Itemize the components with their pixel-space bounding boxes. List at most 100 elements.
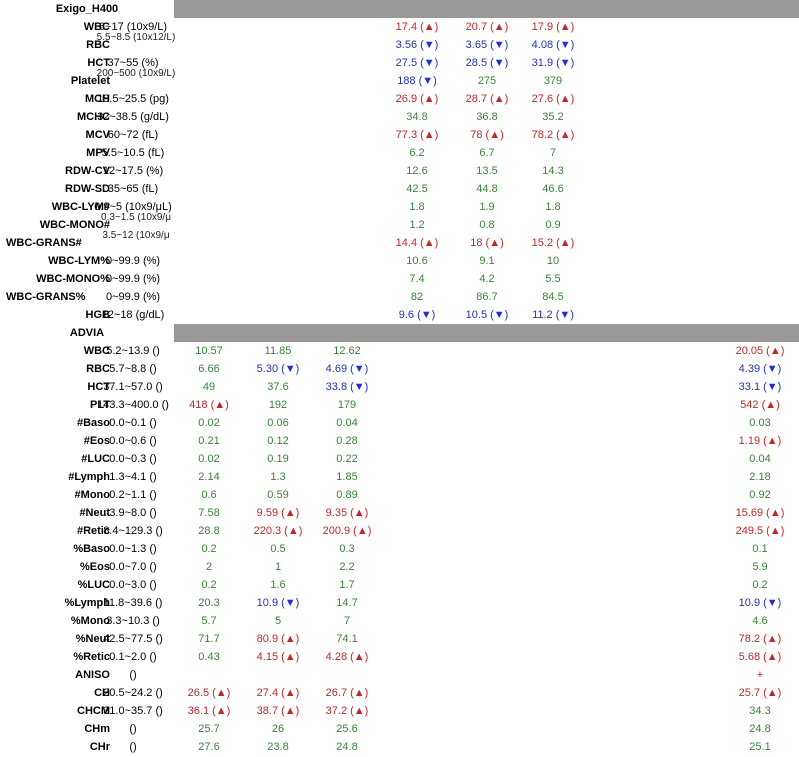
table-row: WBC 5.2~13.9 () 10.57 11.85 12.62 20.05 (▲) [0, 342, 799, 360]
result-value: 11.85 [264, 345, 292, 357]
result-value: 37.6 [267, 381, 289, 393]
reference-range: 3.3~10.3 () [106, 615, 160, 627]
table-row: HCT 37~55 (%) 27.5 (▼) 28.5 (▼) 31.9 (▼) [0, 54, 799, 72]
test-name: %Baso [73, 543, 110, 555]
result-value: 14.7 [336, 597, 358, 609]
table-row: CHm () 25.7 26 25.6 24.8 [0, 720, 799, 738]
reference-range: 0~99.9 (%) [105, 291, 161, 303]
reference-range: 0.0~0.3 () [109, 453, 157, 465]
result-value: 1.3 [270, 471, 286, 483]
table-row: %Retic 0.1~2.0 () 0.43 4.15 (▲) 4.28 (▲) 5.68… [0, 648, 799, 666]
result-value: 24.8 [336, 741, 358, 753]
section-header-bar [174, 0, 799, 18]
table-row: MPV 5.5~10.5 (fL) 6.2 6.7 7 [0, 144, 799, 162]
result-value: 0.2 [752, 579, 768, 591]
result-value: 0.92 [749, 489, 771, 501]
reference-range: 11.8~39.6 () [103, 597, 163, 609]
reference-range: 20.5~24.2 () [103, 687, 163, 699]
result-value: 15.2 (▲) [531, 237, 575, 249]
result-value: 418 (▲) [189, 399, 229, 411]
result-value: 28.7 (▲) [465, 93, 509, 105]
reference-range: 5.7~8.8 () [109, 363, 157, 375]
result-value: 34.3 [749, 705, 771, 717]
result-value: 10.57 [195, 345, 223, 357]
reference-range: 0.9~5 (10x9/μL) [94, 201, 172, 213]
result-value: 9.1 [479, 255, 495, 267]
table-row: #Baso 0.0~0.1 () 0.02 0.06 0.04 0.03 [0, 414, 799, 432]
result-value: 10 [546, 255, 560, 267]
test-name: HGB [85, 309, 110, 321]
table-row: MCH 19.5~25.5 (pg) 26.9 (▲) 28.7 (▲) 27.6 (▲… [0, 90, 799, 108]
result-value: 0.12 [267, 435, 289, 447]
result-value: 0.2 [201, 543, 217, 555]
result-value: 1.8 [409, 201, 425, 213]
reference-range: 37.1~57.0 () [103, 381, 163, 393]
result-value: 0.2 [201, 579, 217, 591]
result-value: 7.4 [409, 273, 425, 285]
reference-range: 19.5~25.5 (pg) [97, 93, 169, 105]
table-row: CH 20.5~24.2 () 26.5 (▲) 27.4 (▲) 26.7 (▲) 25… [0, 684, 799, 702]
test-name: %Retic [73, 651, 110, 663]
result-value: 26 [271, 723, 285, 735]
section-header-bar [174, 324, 799, 342]
section-header: Exigo_H400 [0, 0, 799, 18]
reference-range: () [129, 723, 137, 735]
result-value: 26.5 (▲) [187, 687, 231, 699]
table-row: RBC 5.5~8.5 (10x12/L) 3.56 (▼) 3.65 (▼) 4.08… [0, 33, 799, 54]
result-value: 28.5 (▼) [465, 57, 509, 69]
reference-range: 8.4~129.3 () [103, 525, 163, 537]
reference-range: 0.1~2.0 () [109, 651, 157, 663]
result-value: 5.7 [201, 615, 217, 627]
reference-range: 5.2~13.9 () [106, 345, 160, 357]
result-value: 7.58 [198, 507, 220, 519]
result-value: 38.7 (▲) [256, 705, 300, 717]
result-value: 0.1 [752, 543, 768, 555]
result-value: 0.19 [267, 453, 289, 465]
result-value: 10.6 [406, 255, 428, 267]
test-name: RDW-SD [65, 183, 110, 195]
test-name: WBC-GRANS# [6, 237, 82, 249]
result-value: 5 [274, 615, 282, 627]
result-value: 82 [410, 291, 424, 303]
result-value: 0.28 [336, 435, 358, 447]
table-row: MCV 60~72 (fL) 77.3 (▲) 78 (▲) 78.2 (▲) [0, 126, 799, 144]
reference-range: 37~55 (%) [107, 57, 159, 69]
table-row: #Eos 0.0~0.6 () 0.21 0.12 0.28 1.19 (▲) [0, 432, 799, 450]
result-value: 27.6 (▲) [531, 93, 575, 105]
table-row: PLT 143.3~400.0 () 418 (▲) 192 179 542 (▲) [0, 396, 799, 414]
test-name: WBC-GRANS% [6, 291, 86, 303]
table-row: #Neut 3.9~8.0 () 7.58 9.59 (▲) 9.35 (▲) 15.69… [0, 504, 799, 522]
table-row: %Mono 3.3~10.3 () 5.7 5 7 4.6 [0, 612, 799, 630]
result-value: 192 [268, 399, 288, 411]
reference-range: 3.9~8.0 () [109, 507, 157, 519]
table-row: HGB 12~18 (g/dL) 9.6 (▼) 10.5 (▼) 11.2 (▼) [0, 306, 799, 324]
table-row: #LUC 0.0~0.3 () 0.02 0.19 0.22 0.04 [0, 450, 799, 468]
test-name: HCT [87, 381, 110, 393]
result-value: 2 [205, 561, 213, 573]
test-name: MPV [86, 147, 110, 159]
result-value: 249.5 (▲) [735, 525, 785, 537]
result-value: 46.6 [542, 183, 564, 195]
result-value: 4.15 (▲) [256, 651, 300, 663]
table-row: #Mono 0.2~1.1 () 0.6 0.59 0.89 0.92 [0, 486, 799, 504]
result-value: 4.39 (▼) [738, 363, 782, 375]
result-value: 6.2 [409, 147, 425, 159]
result-value: 188 (▼) [397, 75, 437, 87]
test-name: MCV [85, 129, 110, 141]
test-name: #LUC [81, 453, 110, 465]
result-value: 2.18 [749, 471, 771, 483]
result-value: 25.6 [336, 723, 358, 735]
result-value: 17.9 (▲) [531, 21, 575, 33]
test-name: RDW-CV [65, 165, 110, 177]
result-value: 27.5 (▼) [395, 57, 439, 69]
result-value: 27.4 (▲) [256, 687, 300, 699]
reference-range: 0~99.9 (%) [105, 273, 161, 285]
result-value: 35.2 [542, 111, 564, 123]
result-value: 542 (▲) [740, 399, 780, 411]
result-value: 80.9 (▲) [256, 633, 300, 645]
table-row: RDW-CV 12~17.5 (%) 12.6 13.5 14.3 [0, 162, 799, 180]
table-row: HCT 37.1~57.0 () 49 37.6 33.8 (▼) 33.1 (▼) [0, 378, 799, 396]
result-value: 4.6 [752, 615, 768, 627]
reference-range: 0.0~0.1 () [109, 417, 157, 429]
table-row: %Eos 0.0~7.0 () 2 1 2.2 5.9 [0, 558, 799, 576]
